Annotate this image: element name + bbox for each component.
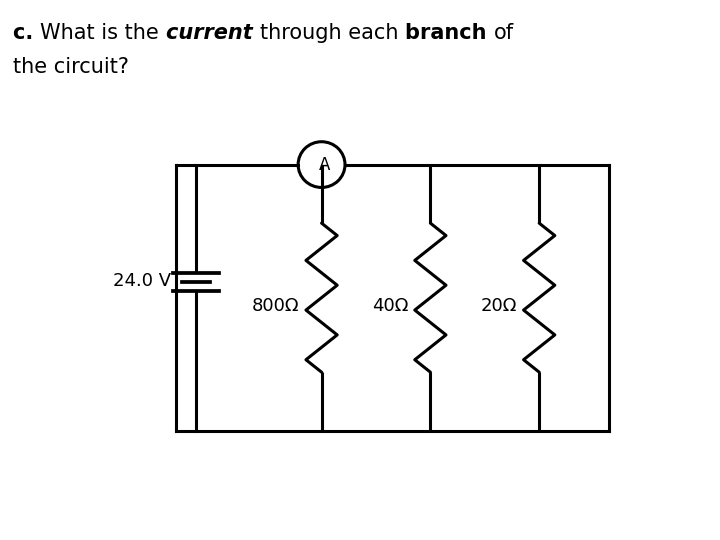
- Text: branch: branch: [405, 23, 494, 43]
- Text: 20Ω: 20Ω: [480, 297, 517, 315]
- Text: the circuit?: the circuit?: [13, 57, 129, 77]
- Text: 40Ω: 40Ω: [372, 297, 408, 315]
- Text: 24.0 V: 24.0 V: [113, 272, 171, 290]
- Text: What is the: What is the: [40, 23, 166, 43]
- Text: of: of: [494, 23, 514, 43]
- Text: through each: through each: [260, 23, 405, 43]
- Text: current: current: [166, 23, 260, 43]
- Text: 800Ω: 800Ω: [252, 297, 300, 315]
- Text: A: A: [319, 156, 330, 173]
- Text: c.: c.: [13, 23, 40, 43]
